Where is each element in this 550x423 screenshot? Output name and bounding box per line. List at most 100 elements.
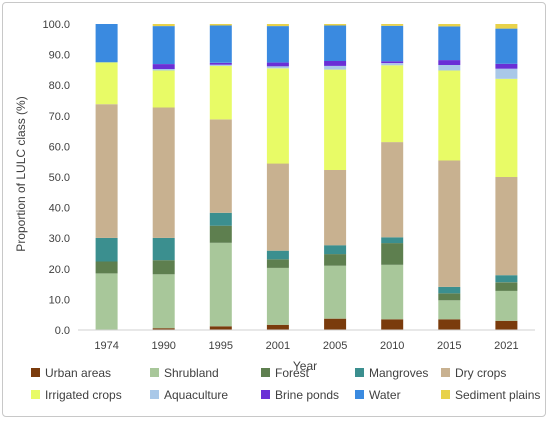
bar-segment-1990-3 [152, 237, 175, 261]
bar-segment-1995-4 [209, 119, 232, 213]
legend-item: Mangroves [355, 366, 428, 380]
y-tick-label: 0.0 [55, 325, 70, 337]
legend-item: Forest [261, 366, 310, 380]
bar-segment-2010-0 [381, 319, 404, 330]
legend-swatch [261, 368, 270, 377]
bar-segment-1990-7 [152, 64, 175, 69]
legend-label: Brine ponds [275, 388, 339, 402]
bar-segment-1995-7 [209, 62, 232, 65]
bar-segment-2001-3 [266, 250, 289, 260]
bar-segment-2001-0 [266, 324, 289, 330]
bar-segment-1995-9 [209, 24, 232, 26]
x-tick-label: 2001 [266, 340, 290, 352]
legend-label: Forest [275, 366, 310, 380]
legend-swatch [441, 390, 450, 399]
bar-segment-2005-9 [324, 24, 347, 26]
x-tick-label: 1974 [94, 340, 118, 352]
bar-segment-1995-5 [209, 65, 232, 120]
bar-segment-2015-1 [438, 300, 461, 320]
bar-segment-1974-1 [95, 273, 118, 330]
bar-segment-2005-8 [324, 25, 347, 61]
legend-item: Brine ponds [261, 388, 339, 402]
x-tick-label: 1990 [151, 340, 175, 352]
legend-swatch [355, 390, 364, 399]
bar-segment-2010-6 [381, 63, 404, 66]
bar-segment-1995-6 [209, 64, 232, 66]
bar-segment-2010-3 [381, 237, 404, 244]
legend-swatch [261, 390, 270, 399]
bar-segment-2005-1 [324, 265, 347, 319]
bar-segment-1995-1 [209, 242, 232, 327]
legend-label: Sediment plains [455, 388, 540, 402]
bar-segment-2001-4 [266, 163, 289, 251]
bar-segment-1974-8 [95, 24, 118, 63]
bar-segment-2015-3 [438, 286, 461, 294]
y-tick-label: 90.0 [49, 50, 70, 62]
bar-segment-2005-6 [324, 65, 347, 70]
legend-item: Sediment plains [441, 388, 540, 402]
bar-segment-2001-6 [266, 66, 289, 69]
legend-swatch [355, 368, 364, 377]
bar-segment-2010-1 [381, 264, 404, 320]
y-tick-label: 20.0 [49, 264, 70, 276]
x-tick-label: 2015 [437, 340, 461, 352]
bar-segment-1995-2 [209, 225, 232, 243]
stacked-bar-chart: 0.0 10.0 20.0 30.0 40.0 50.0 60.0 70.0 80.0 90.0 1… [14, 19, 540, 402]
bar-segment-2005-2 [324, 254, 347, 266]
bar-segment-2010-2 [381, 243, 404, 265]
legend-item: Water [355, 388, 401, 402]
bar-segment-2015-7 [438, 60, 461, 65]
legend-swatch [150, 390, 159, 399]
legend-item: Irrigated crops [31, 388, 122, 402]
bar-segment-2015-4 [438, 160, 461, 287]
bar-segment-2001-5 [266, 68, 289, 164]
bar-segment-2015-6 [438, 65, 461, 71]
y-tick-label: 100.0 [42, 19, 70, 31]
y-tick-label: 40.0 [49, 203, 70, 215]
bar-segment-2015-8 [438, 26, 461, 61]
legend-swatch [31, 390, 40, 399]
legend-item: Shrubland [150, 366, 219, 380]
bar-segment-2010-8 [381, 25, 404, 62]
bar-segment-2005-0 [324, 318, 347, 330]
bar-segment-1995-8 [209, 25, 232, 63]
bar-segment-2021-1 [495, 290, 518, 321]
legend-label: Shrubland [164, 366, 219, 380]
bar-segment-2001-2 [266, 259, 289, 268]
legend-label: Mangroves [369, 366, 428, 380]
y-tick-label: 50.0 [49, 172, 70, 184]
bar-segment-2001-1 [266, 267, 289, 325]
x-tick-label: 2005 [323, 340, 347, 352]
legend-swatch [441, 368, 450, 377]
bar-segment-1974-2 [95, 261, 118, 274]
y-tick-label: 10.0 [49, 294, 70, 306]
bar-segment-2021-6 [495, 68, 518, 79]
bar-segment-1974-3 [95, 237, 118, 262]
bar-segment-2010-4 [381, 142, 404, 238]
bar-segment-1990-5 [152, 70, 175, 108]
y-tick-label: 60.0 [49, 141, 70, 153]
y-tick-label: 30.0 [49, 233, 70, 245]
bar-segment-2010-7 [381, 61, 404, 64]
legend-swatch [150, 368, 159, 377]
bar-segment-2001-7 [266, 62, 289, 67]
bar-segment-2021-9 [495, 24, 518, 29]
x-axis-title: Year [293, 359, 317, 373]
bar-segment-2001-9 [266, 24, 289, 27]
bar-segment-2005-7 [324, 61, 347, 66]
y-tick-label: 70.0 [49, 111, 70, 123]
bar-segment-2010-9 [381, 24, 404, 26]
bar-segment-1974-4 [95, 104, 118, 238]
legend-label: Irrigated crops [45, 388, 122, 402]
legend-swatch [31, 368, 40, 377]
bar-segment-1995-0 [209, 326, 232, 330]
bar-segment-2021-5 [495, 78, 518, 177]
legend-label: Dry crops [455, 366, 506, 380]
legend-label: Urban areas [45, 366, 111, 380]
bar-segment-2021-0 [495, 320, 518, 330]
y-axis-title: Proportion of LULC class (%) [14, 96, 28, 251]
bar-segment-2005-4 [324, 170, 347, 246]
chart-frame: 0.0 10.0 20.0 30.0 40.0 50.0 60.0 70.0 80.0 90.0 1… [2, 2, 546, 417]
bar-segment-2021-3 [495, 275, 518, 283]
bar-segment-1995-3 [209, 212, 232, 226]
